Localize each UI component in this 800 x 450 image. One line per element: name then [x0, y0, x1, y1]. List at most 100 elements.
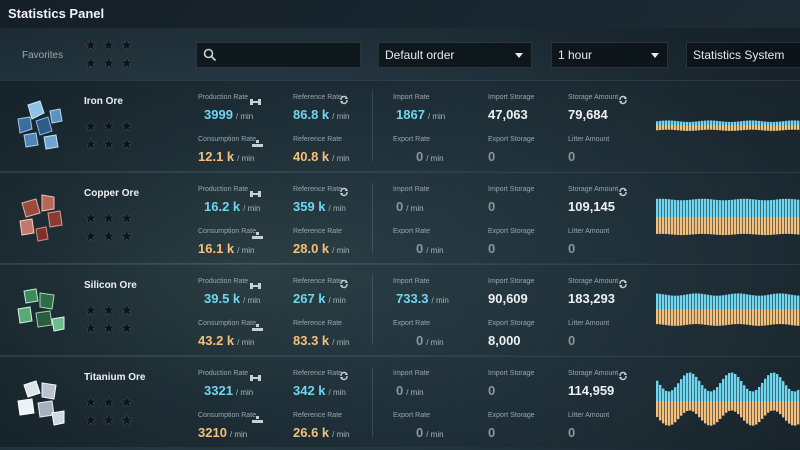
- consumption-bar: [656, 217, 659, 234]
- consumption-bar: [740, 309, 743, 325]
- refresh-icon[interactable]: [618, 276, 628, 294]
- star-icon[interactable]: ★: [102, 210, 116, 227]
- star-icon[interactable]: ★: [84, 394, 98, 411]
- star-icon[interactable]: ★: [84, 228, 98, 245]
- time-period-dropdown[interactable]: 1 hour: [551, 42, 668, 68]
- star-icon[interactable]: ★: [120, 394, 134, 411]
- star-icon[interactable]: ★: [102, 136, 116, 153]
- production-bar: [788, 120, 791, 125]
- star-icon[interactable]: ★: [120, 55, 134, 72]
- consumption-bar: [737, 309, 740, 325]
- production-bar: [734, 293, 737, 309]
- sort-order-dropdown[interactable]: Default order: [378, 42, 532, 68]
- refresh-icon[interactable]: [339, 184, 349, 202]
- star-icon[interactable]: ★: [120, 210, 134, 227]
- consumption-bar: [728, 401, 731, 411]
- consumption-bar: [713, 125, 716, 130]
- production-bar: [716, 199, 719, 217]
- star-icon[interactable]: ★: [84, 118, 98, 135]
- consumption-bar: [794, 125, 797, 130]
- star-icon[interactable]: ★: [120, 136, 134, 153]
- production-rate-label: Production Rate: [198, 94, 249, 101]
- divider: [372, 275, 373, 345]
- production-bar: [719, 121, 722, 125]
- star-icon[interactable]: ★: [102, 412, 116, 429]
- consumption-icon: [252, 135, 263, 153]
- consumption-bar: [737, 401, 740, 415]
- consumption-bar: [665, 125, 668, 130]
- star-icon[interactable]: ★: [84, 37, 98, 54]
- consumption-bar: [710, 125, 713, 130]
- star-icon[interactable]: ★: [84, 210, 98, 227]
- import-rate-value: 1867/ min: [396, 107, 446, 122]
- scope-dropdown[interactable]: Statistics System: [686, 42, 800, 68]
- page-title: Statistics Panel: [8, 6, 105, 21]
- refresh-icon[interactable]: [339, 368, 349, 386]
- production-bar: [689, 293, 692, 309]
- item-name: Silicon Ore: [84, 280, 137, 291]
- production-bar: [752, 295, 755, 309]
- star-icon[interactable]: ★: [84, 412, 98, 429]
- star-icon[interactable]: ★: [84, 55, 98, 72]
- item-row[interactable]: Copper Ore ★ ★ ★ ★ ★ ★ Production Rate 16.2 k…: [0, 172, 800, 263]
- import-storage-value: 0: [488, 199, 496, 214]
- production-bar: [698, 121, 701, 125]
- star-icon[interactable]: ★: [120, 228, 134, 245]
- star-icon[interactable]: ★: [84, 320, 98, 337]
- consumption-icon: [252, 411, 263, 429]
- production-bar: [713, 390, 716, 401]
- production-bar: [683, 200, 686, 217]
- refresh-icon[interactable]: [339, 276, 349, 294]
- star-icon[interactable]: ★: [102, 228, 116, 245]
- export-storage-label: Export Storage: [488, 320, 535, 327]
- consumption-bar: [665, 401, 668, 426]
- refresh-icon[interactable]: [618, 92, 628, 110]
- production-bar: [728, 294, 731, 309]
- star-icon[interactable]: ★: [120, 118, 134, 135]
- production-bar: [692, 121, 695, 125]
- star-icon[interactable]: ★: [102, 302, 116, 319]
- search-icon: [203, 48, 217, 62]
- refresh-icon[interactable]: [618, 184, 628, 202]
- consumption-bar: [695, 125, 698, 131]
- production-bar: [773, 199, 776, 217]
- consumption-bar: [710, 217, 713, 235]
- consumption-bar: [791, 125, 794, 130]
- chevron-down-icon: [515, 53, 523, 58]
- item-row[interactable]: Titanium Ore ★ ★ ★ ★ ★ ★ Production Rate 3321…: [0, 356, 800, 447]
- refresh-icon[interactable]: [339, 92, 349, 110]
- star-icon[interactable]: ★: [120, 302, 134, 319]
- consumption-bar: [755, 125, 758, 130]
- star-icon[interactable]: ★: [120, 412, 134, 429]
- divider: [372, 367, 373, 437]
- star-icon[interactable]: ★: [120, 37, 134, 54]
- consumption-bar: [779, 401, 782, 415]
- item-name: Copper Ore: [84, 188, 140, 199]
- star-icon[interactable]: ★: [84, 302, 98, 319]
- production-bar: [758, 386, 761, 401]
- star-icon[interactable]: ★: [102, 37, 116, 54]
- item-row[interactable]: Iron Ore ★ ★ ★ ★ ★ ★ Production Rate 3999/ mi…: [0, 80, 800, 171]
- consumption-bar: [788, 217, 791, 234]
- consumption-bar: [722, 125, 725, 131]
- production-bar: [701, 198, 704, 217]
- consumption-bar: [734, 309, 737, 325]
- production-bar: [674, 120, 677, 125]
- star-icon[interactable]: ★: [102, 55, 116, 72]
- star-icon[interactable]: ★: [102, 118, 116, 135]
- production-bar: [737, 121, 740, 125]
- production-bar: [704, 388, 707, 401]
- star-icon[interactable]: ★: [102, 320, 116, 337]
- star-icon[interactable]: ★: [84, 136, 98, 153]
- production-rate-value: 3999/ min: [204, 107, 254, 122]
- search-input[interactable]: [196, 42, 361, 68]
- star-icon[interactable]: ★: [102, 394, 116, 411]
- consumption-bar: [710, 309, 713, 326]
- production-bar: [749, 198, 752, 217]
- item-row[interactable]: Silicon Ore ★ ★ ★ ★ ★ ★ Production Rate 39.5 …: [0, 264, 800, 355]
- refresh-icon[interactable]: [618, 368, 628, 386]
- production-bar: [680, 379, 683, 401]
- production-bar: [731, 121, 734, 125]
- consumption-bar: [713, 217, 716, 235]
- star-icon[interactable]: ★: [120, 320, 134, 337]
